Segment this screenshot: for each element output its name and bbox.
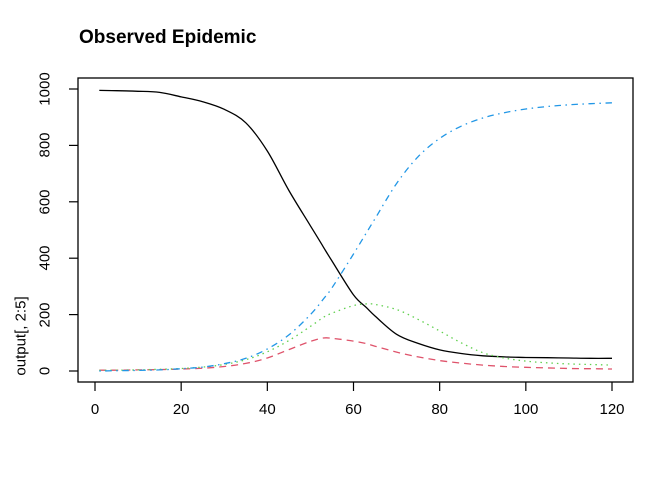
x-tick-label: 80 [431, 401, 448, 418]
chart-title: Observed Epidemic [79, 27, 257, 48]
series-black-solid-curve [99, 89, 613, 359]
x-tick-label: 100 [513, 401, 539, 418]
series-blue-dashdot-curve [99, 102, 613, 372]
y-axis-ticks [69, 88, 78, 372]
x-tick-label: 20 [172, 401, 190, 418]
series-red-dashed-curve [99, 337, 613, 371]
plot-box [77, 77, 634, 383]
series-green-dotted-curve [99, 303, 613, 372]
x-tick-label: 60 [345, 401, 362, 418]
x-tick-label: 120 [599, 401, 625, 418]
x-tick-label: 0 [90, 401, 100, 418]
x-axis-ticks [94, 382, 613, 391]
x-tick-label: 40 [258, 401, 276, 418]
